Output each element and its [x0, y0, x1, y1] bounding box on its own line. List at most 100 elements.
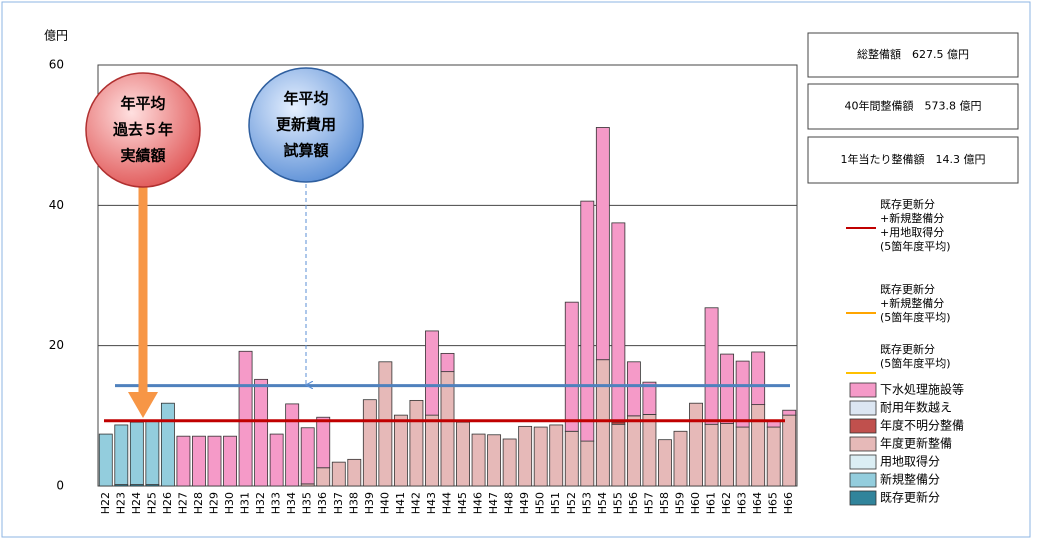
- bar-segment: [425, 330, 439, 416]
- x-tick-label: H27: [176, 492, 189, 514]
- bar-segment: [347, 458, 362, 487]
- bar-segment: [471, 433, 486, 487]
- x-tick-label: H31: [239, 492, 252, 514]
- bar-segment: [735, 426, 750, 487]
- x-tick-label: H41: [394, 492, 407, 514]
- x-tick-label: H49: [518, 492, 531, 514]
- bar-segment: [269, 433, 284, 487]
- bar-segment: [425, 414, 439, 487]
- bar-segment: [611, 222, 626, 423]
- bar-segment: [362, 399, 377, 487]
- bar-segment: [766, 426, 781, 487]
- annotation-bubble: [248, 67, 364, 183]
- x-tick-label: H28: [192, 492, 205, 514]
- bar-segment: [114, 424, 129, 485]
- x-tick-label: H25: [145, 492, 158, 514]
- x-tick-label: H50: [534, 492, 547, 514]
- legend-swatch: [849, 490, 877, 506]
- info-box: [807, 136, 1019, 184]
- bar-segment: [393, 414, 408, 487]
- y-tick-label: 0: [56, 479, 64, 493]
- annotation-text: 実績額: [120, 147, 165, 165]
- legend-label: 既存更新分: [880, 197, 935, 211]
- bar-segment: [642, 414, 657, 487]
- bar-segment: [238, 350, 253, 487]
- bar-segment: [751, 404, 766, 487]
- legend-swatch: [849, 472, 877, 488]
- bar-segment: [782, 409, 797, 416]
- bar-segment: [378, 361, 393, 487]
- x-tick-label: H38: [347, 492, 360, 514]
- x-tick-label: H63: [736, 492, 749, 514]
- bar-segment: [673, 430, 688, 487]
- bar-segment: [689, 402, 703, 487]
- legend-label: 下水処理施設等: [880, 382, 964, 397]
- x-tick-label: H45: [456, 492, 469, 514]
- bar-segment: [254, 378, 269, 487]
- info-box: [807, 83, 1019, 130]
- x-tick-label: H53: [580, 492, 593, 514]
- y-axis-label: 億円: [44, 29, 68, 43]
- bar-segment: [518, 425, 533, 487]
- bar-segment: [440, 352, 455, 373]
- legend-label: (5箇年度平均): [880, 310, 951, 324]
- x-tick-label: H52: [565, 492, 578, 514]
- info-text: 40年間整備額 573.8 億円: [845, 99, 982, 113]
- bar-segment: [316, 467, 331, 487]
- x-tick-label: H37: [332, 492, 345, 514]
- bar-segment: [176, 435, 191, 487]
- bar-segment: [331, 461, 346, 487]
- bar-segment: [192, 435, 206, 487]
- bar-segment: [316, 416, 331, 469]
- bar-segment: [626, 361, 641, 417]
- x-tick-label: H43: [425, 492, 438, 514]
- x-tick-label: H61: [705, 492, 718, 514]
- x-tick-label: H32: [254, 492, 267, 514]
- y-tick-label: 60: [49, 58, 64, 72]
- x-tick-label: H39: [363, 492, 376, 514]
- bar-segment: [533, 426, 548, 487]
- bar-segment: [564, 301, 579, 432]
- bar-segment: [580, 440, 595, 487]
- bar-segment: [720, 423, 735, 487]
- bar-segment: [564, 430, 579, 487]
- legend-swatch: [849, 436, 877, 452]
- y-tick-label: 40: [49, 198, 64, 212]
- bar-segment: [129, 421, 144, 485]
- x-tick-label: H55: [611, 492, 624, 514]
- legend-label: +用地取得分: [880, 226, 944, 239]
- legend-label: 年度更新整備: [880, 436, 952, 451]
- legend-swatch: [849, 454, 877, 470]
- bar-segment: [720, 353, 735, 424]
- bar-segment: [782, 414, 797, 487]
- y-tick-label: 20: [49, 338, 64, 352]
- bar-segment: [98, 433, 113, 487]
- bar-segment: [207, 435, 222, 487]
- legend-label: 既存更新分: [880, 282, 935, 296]
- bar-segment: [595, 359, 610, 487]
- bar-segment: [595, 127, 610, 361]
- legend-swatch: [849, 382, 877, 398]
- x-tick-label: H33: [270, 492, 283, 514]
- legend-label: +新規整備分: [880, 211, 944, 225]
- x-tick-label: H40: [378, 492, 391, 514]
- bar-segment: [626, 415, 641, 487]
- arrow-head: [128, 392, 158, 418]
- bar-segment: [145, 419, 160, 485]
- bar-segment: [300, 427, 315, 485]
- bar-segment: [611, 423, 626, 487]
- x-tick-label: H36: [316, 492, 329, 514]
- x-tick-label: H26: [161, 492, 174, 514]
- bar-segment: [751, 351, 766, 406]
- bar-segment: [580, 200, 595, 442]
- legend-label: 年度不明分整備: [880, 418, 964, 433]
- annotation-text: 試算額: [283, 142, 328, 160]
- x-tick-label: H57: [642, 492, 655, 514]
- legend-label: 用地取得分: [880, 454, 940, 469]
- legend-label: (5箇年度平均): [880, 356, 951, 370]
- x-tick-label: H56: [627, 492, 640, 514]
- bar-segment: [409, 399, 424, 487]
- annotation-text: 年平均: [120, 95, 165, 113]
- legend-label: 耐用年数越え: [880, 400, 952, 415]
- x-tick-label: H23: [114, 492, 127, 514]
